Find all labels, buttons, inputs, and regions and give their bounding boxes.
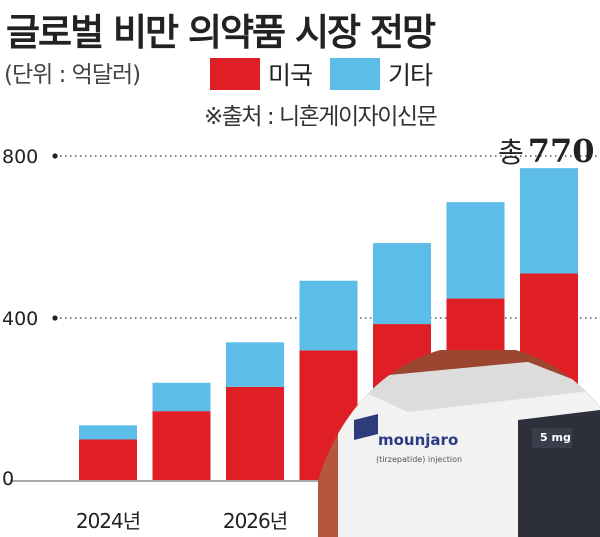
product-name: mounjaro (378, 431, 458, 449)
bar-other-2027 (299, 280, 358, 351)
chart-title: 글로벌 비만 의약품 시장 전망 (6, 11, 436, 54)
product-subtitle: (tirzepatide) injection (376, 455, 462, 464)
source-note: ※출처 : 니혼게이자이신문 (204, 104, 438, 130)
bar-us-2026 (226, 386, 284, 480)
legend-label-other: 기타 (388, 61, 433, 90)
legend-item-other: 기타 (330, 56, 433, 92)
product-photo: mounjaro (tirzepatide) injection 5 mg (318, 350, 600, 537)
gridline-dot-800 (52, 153, 58, 159)
bar-other-2030 (520, 168, 578, 274)
product-dose: 5 mg (540, 431, 571, 444)
bar-us-2025 (152, 411, 211, 480)
unit-label: (단위 : 억달러) (4, 62, 141, 88)
x-tick-label: 2024년 (76, 509, 140, 533)
bar-other-2025 (152, 382, 211, 412)
bar-other-2024 (79, 425, 137, 440)
legend-label-us: 미국 (268, 61, 313, 90)
total-value: 770 (527, 132, 595, 170)
legend-item-us: 미국 (210, 56, 313, 92)
y-tick-label: 400 (2, 308, 38, 330)
total-label: 총 (498, 136, 524, 169)
x-tick-label: 2026년 (223, 509, 287, 533)
product-logo-icon (354, 414, 378, 440)
y-tick-label: 800 (2, 146, 38, 168)
bar-us-2024 (79, 439, 137, 480)
bar-other-2028 (373, 243, 431, 325)
gridline-dot-400 (52, 315, 58, 321)
legend-swatch-other (330, 58, 380, 90)
bar-other-2029 (446, 202, 505, 299)
legend-swatch-us (210, 58, 260, 90)
y-tick-label: 0 (2, 468, 14, 490)
total-annotation: 총 770 (498, 131, 595, 171)
bar-other-2026 (226, 342, 284, 387)
